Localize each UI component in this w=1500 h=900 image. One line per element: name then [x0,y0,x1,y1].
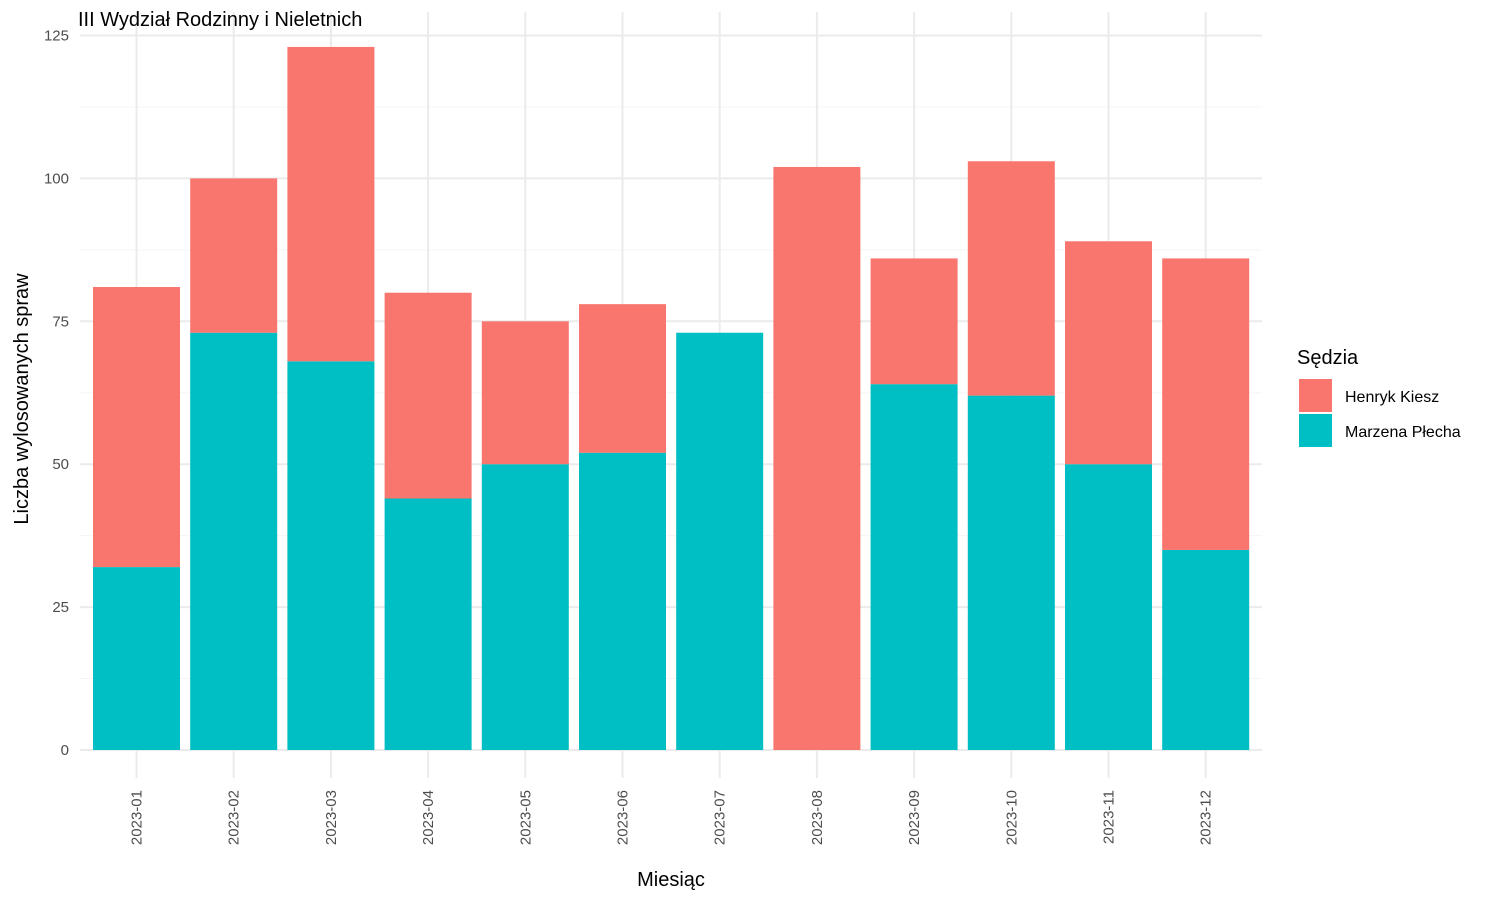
bar-henryk-kiesz-2023-02 [190,178,278,333]
legend-label: Henryk Kiesz [1345,389,1439,406]
bar-henryk-kiesz-2023-12 [1162,258,1250,550]
bar-henryk-kiesz-2023-03 [287,46,375,362]
x-tick-label: 2023-10 [1003,790,1020,845]
y-tick-label: 100 [44,170,69,187]
bar-marzena-plecha-2023-04 [384,498,472,750]
x-axis-title: Miesiąc [637,869,705,891]
chart-title: III Wydział Rodzinny i Nieletnich [78,9,362,31]
bar-marzena-plecha-2023-07 [676,332,764,750]
bars [93,46,1250,750]
x-tick-label: 2023-04 [420,790,437,845]
x-tick-label: 2023-02 [226,790,243,845]
legend-label: Marzena Płecha [1345,424,1461,441]
bar-marzena-plecha-2023-02 [190,332,278,750]
y-tick-label: 75 [52,313,69,330]
y-tick-label: 50 [52,456,69,473]
y-axis-title: Liczba wylosowanych spraw [11,273,33,525]
bar-henryk-kiesz-2023-11 [1065,241,1152,465]
x-axis-ticks: 2023-01 2023-02 2023-03 2023-04 2023-05 2023-… [129,790,1215,845]
y-tick-label: 0 [61,742,69,759]
y-tick-label: 25 [52,599,69,616]
x-tick-label: 2023-09 [906,790,923,845]
x-tick-label: 2023-01 [129,790,146,845]
legend-title: Sędzia [1297,347,1359,369]
bar-henryk-kiesz-2023-01 [93,287,180,568]
bar-henryk-kiesz-2023-05 [481,321,569,465]
bar-henryk-kiesz-2023-08 [773,166,861,750]
legend-swatch [1299,379,1332,412]
x-tick-label: 2023-12 [1198,790,1215,845]
y-tick-label: 125 [44,28,69,45]
x-tick-label: 2023-08 [809,790,826,845]
x-tick-label: 2023-06 [615,790,632,845]
bar-marzena-plecha-2023-05 [481,464,569,750]
legend-swatch [1299,414,1332,447]
y-axis-ticks: 0 25 50 75 100 125 [44,28,69,760]
x-tick-label: 2023-05 [517,790,534,845]
x-tick-label: 2023-07 [712,790,729,845]
x-tick-label: 2023-11 [1101,790,1118,844]
bar-henryk-kiesz-2023-06 [579,304,666,453]
bar-marzena-plecha-2023-11 [1065,464,1152,750]
x-tick-label: 2023-03 [323,790,340,845]
legend-items: Henryk Kiesz Marzena Płecha [1299,379,1461,447]
bar-marzena-plecha-2023-09 [870,384,958,750]
bar-marzena-plecha-2023-12 [1162,549,1250,750]
bar-marzena-plecha-2023-03 [287,361,375,750]
legend: Sędzia Henryk Kiesz Marzena Płecha [1297,347,1461,447]
bar-henryk-kiesz-2023-10 [967,161,1055,396]
bar-marzena-plecha-2023-01 [93,567,180,750]
bar-marzena-plecha-2023-06 [579,452,666,750]
bar-henryk-kiesz-2023-04 [384,292,472,499]
bar-marzena-plecha-2023-10 [967,395,1055,750]
bar-henryk-kiesz-2023-09 [870,258,958,385]
